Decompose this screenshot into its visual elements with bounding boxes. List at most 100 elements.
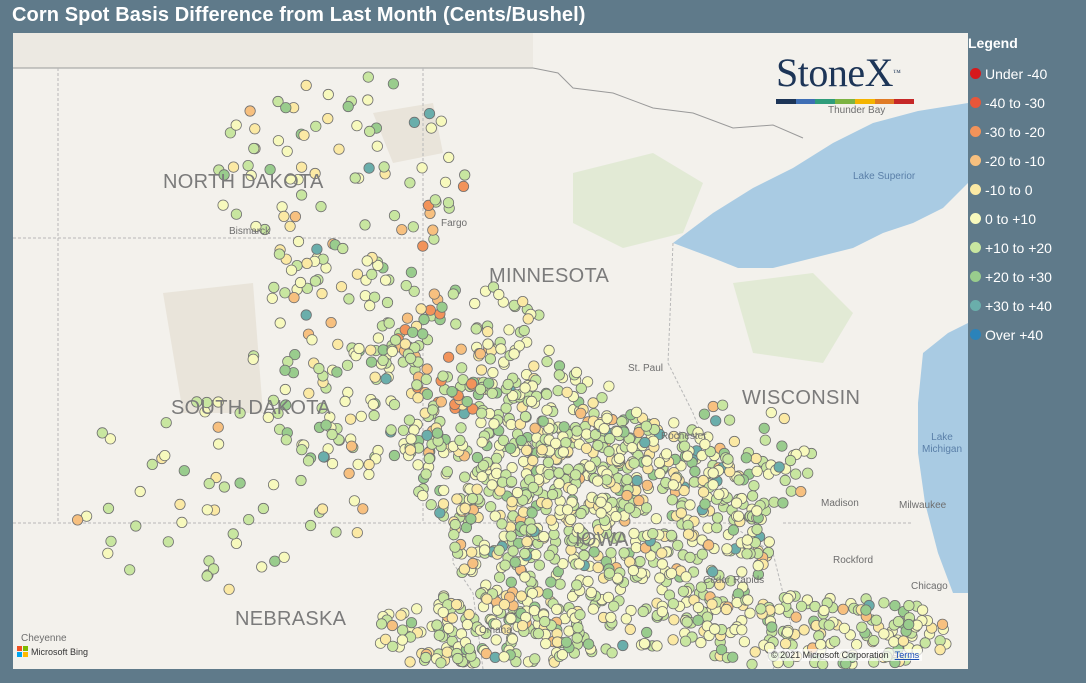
basis-point-marker[interactable] [528,360,540,372]
basis-point-marker[interactable] [377,354,389,366]
basis-point-marker[interactable] [134,485,146,498]
basis-point-marker[interactable] [274,317,286,329]
basis-point-marker[interactable] [541,355,553,368]
basis-point-marker[interactable] [748,480,760,492]
basis-point-marker[interactable] [300,79,312,92]
basis-point-marker[interactable] [575,407,587,419]
basis-point-marker[interactable] [509,556,521,568]
basis-point-marker[interactable] [639,436,651,449]
basis-point-marker[interactable] [532,627,545,640]
basis-point-marker[interactable] [309,275,321,287]
basis-point-marker[interactable] [733,474,745,486]
basis-point-marker[interactable] [777,497,789,509]
basis-point-marker[interactable] [742,594,754,606]
basis-point-marker[interactable] [561,504,574,516]
basis-point-marker[interactable] [628,457,640,469]
basis-point-marker[interactable] [363,162,375,174]
basis-point-marker[interactable] [403,414,415,426]
basis-point-marker[interactable] [543,549,555,561]
basis-point-marker[interactable] [477,459,489,471]
basis-point-marker[interactable] [489,510,501,522]
basis-point-marker[interactable] [936,618,949,630]
basis-point-marker[interactable] [386,619,398,632]
basis-point-marker[interactable] [486,479,498,491]
basis-point-marker[interactable] [506,633,519,645]
basis-point-marker[interactable] [741,548,753,560]
basis-point-marker[interactable] [518,324,530,337]
basis-point-marker[interactable] [528,604,540,617]
basis-point-marker[interactable] [443,151,455,164]
basis-point-marker[interactable] [425,499,437,511]
basis-point-marker[interactable] [897,635,910,647]
basis-point-marker[interactable] [495,343,507,355]
basis-point-marker[interactable] [481,593,493,605]
basis-point-marker[interactable] [130,520,142,532]
basis-point-marker[interactable] [456,362,468,374]
basis-point-marker[interactable] [868,634,880,647]
basis-point-marker[interactable] [124,564,136,576]
basis-point-marker[interactable] [837,603,849,615]
basis-point-marker[interactable] [279,383,291,396]
basis-point-marker[interactable] [441,466,453,478]
basis-point-marker[interactable] [332,338,344,350]
basis-point-marker[interactable] [417,328,429,340]
basis-point-marker[interactable] [503,324,515,336]
basis-point-marker[interactable] [677,585,690,597]
basis-point-marker[interactable] [352,458,364,470]
basis-point-marker[interactable] [351,268,363,280]
basis-point-marker[interactable] [749,646,761,658]
basis-point-marker[interactable] [242,160,254,172]
basis-point-marker[interactable] [289,211,301,223]
basis-point-marker[interactable] [573,522,585,534]
terms-link[interactable]: Terms [894,650,920,660]
basis-point-marker[interactable] [463,643,475,655]
basis-point-marker[interactable] [471,483,483,495]
basis-point-marker[interactable] [491,467,503,479]
basis-point-marker[interactable] [476,471,488,483]
basis-point-marker[interactable] [617,639,629,652]
basis-point-marker[interactable] [395,609,407,621]
basis-point-marker[interactable] [311,243,323,255]
basis-point-marker[interactable] [856,621,868,633]
basis-point-marker[interactable] [678,484,690,497]
basis-point-marker[interactable] [380,373,392,385]
basis-point-marker[interactable] [888,636,900,648]
basis-point-marker[interactable] [474,624,487,636]
legend-item[interactable]: Under -40 [968,59,1086,88]
basis-point-marker[interactable] [423,452,435,465]
basis-point-marker[interactable] [751,505,763,517]
basis-point-marker[interactable] [519,547,531,560]
basis-point-marker[interactable] [595,496,607,508]
basis-point-marker[interactable] [435,657,447,669]
basis-point-marker[interactable] [470,323,482,335]
basis-point-marker[interactable] [467,557,479,570]
basis-point-marker[interactable] [516,620,529,632]
basis-point-marker[interactable] [696,548,709,560]
basis-point-marker[interactable] [412,392,424,404]
basis-point-marker[interactable] [230,208,242,220]
basis-point-marker[interactable] [697,486,710,498]
basis-point-marker[interactable] [588,546,600,558]
basis-point-marker[interactable] [860,604,872,616]
basis-point-marker[interactable] [934,644,946,656]
basis-point-marker[interactable] [507,545,519,557]
basis-point-marker[interactable] [533,559,546,571]
basis-point-marker[interactable] [278,551,290,563]
basis-point-marker[interactable] [765,406,777,419]
basis-point-marker[interactable] [362,71,374,83]
basis-point-marker[interactable] [313,362,325,375]
basis-point-marker[interactable] [351,527,363,539]
basis-point-marker[interactable] [672,539,684,551]
basis-point-marker[interactable] [656,558,668,570]
basis-point-marker[interactable] [162,536,174,548]
basis-point-marker[interactable] [506,496,518,508]
basis-point-marker[interactable] [511,486,524,499]
basis-point-marker[interactable] [490,634,502,646]
basis-point-marker[interactable] [667,634,679,646]
basis-point-marker[interactable] [227,161,240,173]
basis-point-marker[interactable] [919,637,931,649]
basis-point-marker[interactable] [295,161,308,173]
basis-point-marker[interactable] [584,460,596,472]
legend-item[interactable]: -10 to 0 [968,175,1086,204]
basis-point-marker[interactable] [614,531,626,543]
